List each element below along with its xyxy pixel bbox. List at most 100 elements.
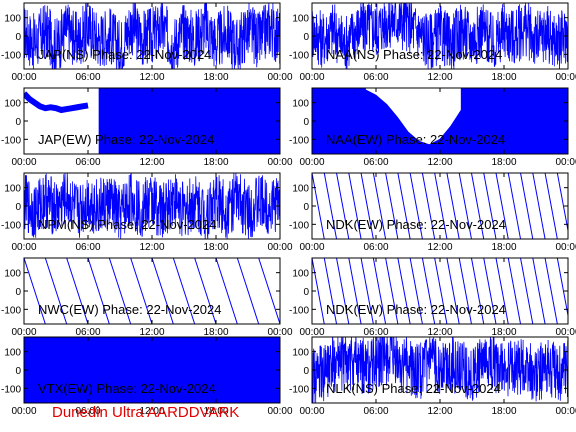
series-ramp (421, 173, 436, 239)
x-tick-label: 00:00 (299, 242, 324, 253)
y-tick-label: 100 (292, 14, 309, 25)
x-tick-label: 18:00 (203, 242, 228, 253)
x-tick-label: 00:00 (11, 327, 36, 338)
series-ramp (397, 258, 411, 324)
y-tick-label: 0 (303, 366, 309, 377)
y-tick-label: -100 (289, 50, 309, 61)
x-tick-label: 00:00 (11, 72, 36, 83)
x-tick-label: 12:00 (427, 242, 452, 253)
series-ramp (44, 258, 68, 324)
x-tick-label: 12:00 (139, 327, 164, 338)
series-ramp (24, 258, 46, 324)
x-tick-label: 00:00 (555, 157, 576, 168)
series-ramp (544, 258, 558, 324)
x-tick-label: 12:00 (427, 327, 452, 338)
x-tick-label: 12:00 (427, 406, 452, 417)
y-tick-label: 0 (15, 117, 21, 128)
series-ramp (520, 173, 534, 239)
x-tick-label: 06:00 (363, 406, 388, 417)
series-ramp (397, 173, 411, 239)
series-ramp (323, 258, 338, 324)
series-fill (24, 337, 280, 403)
plot-area (312, 88, 568, 154)
series-ramp (87, 258, 110, 324)
x-tick-label: 06:00 (75, 72, 100, 83)
series-ramp (409, 258, 423, 324)
chart-panel-8: 1000-10000:0006:0012:0018:0000:00NDK(EW)… (289, 257, 576, 338)
y-tick-label: 0 (15, 202, 21, 213)
x-tick-label: 00:00 (267, 157, 292, 168)
series-line (312, 3, 568, 69)
y-tick-label: -100 (1, 135, 21, 146)
series-line (24, 173, 280, 239)
series-ramp (446, 258, 460, 324)
series-ramp (507, 258, 522, 324)
series-ramp (360, 173, 374, 239)
series-ramp (385, 258, 399, 324)
y-tick-label: 0 (303, 202, 309, 213)
x-tick-label: 18:00 (491, 72, 516, 83)
series-ramp (348, 173, 362, 239)
series-ramp (446, 173, 460, 239)
series-ramp (236, 258, 260, 324)
series-ramp (130, 258, 153, 324)
y-tick-label: 100 (4, 14, 21, 25)
x-tick-label: 00:00 (299, 157, 324, 168)
y-tick-label: 100 (292, 99, 309, 110)
y-tick-label: 0 (15, 366, 21, 377)
chart-title: NDK(EW) Phase: 22-Nov-2024 (326, 217, 506, 232)
series-ramp (434, 173, 448, 239)
x-tick-label: 12:00 (427, 157, 452, 168)
series-ramp (520, 258, 534, 324)
plot-area (24, 258, 280, 324)
y-tick-label: -100 (289, 220, 309, 231)
x-tick-label: 12:00 (139, 406, 164, 417)
y-tick-label: 100 (4, 269, 21, 280)
series-ramp (532, 173, 546, 239)
chart-panel-6: 1000-10000:0006:0012:0018:0000:00NDK(EW)… (289, 172, 576, 253)
chart-title: NAA(EW) Phase: 22-Nov-2024 (326, 132, 505, 147)
series-ramp (434, 258, 448, 324)
x-tick-label: 06:00 (363, 327, 388, 338)
series-gap (364, 88, 462, 146)
x-tick-label: 06:00 (75, 157, 100, 168)
y-tick-label: -100 (1, 305, 21, 316)
chart-title: VTX(EW) Phase: 22-Nov-2024 (38, 381, 216, 396)
y-tick-label: -100 (1, 50, 21, 61)
x-tick-label: 00:00 (299, 72, 324, 83)
series-line (24, 91, 89, 114)
y-tick-label: 100 (4, 184, 21, 195)
x-tick-label: 00:00 (267, 327, 292, 338)
y-tick-label: 100 (292, 348, 309, 359)
x-tick-label: 18:00 (203, 72, 228, 83)
series-ramp (507, 173, 522, 239)
y-tick-label: 0 (303, 287, 309, 298)
y-tick-label: 0 (15, 32, 21, 43)
plot-area (24, 88, 280, 154)
series-ramp (151, 258, 174, 324)
x-tick-label: 00:00 (11, 242, 36, 253)
series-ramp (470, 258, 485, 324)
series-ramp (372, 173, 387, 239)
series-ramp (532, 258, 546, 324)
x-tick-label: 06:00 (75, 242, 100, 253)
series-ramp (312, 258, 325, 324)
y-tick-label: 0 (303, 32, 309, 43)
series-ramp (108, 258, 132, 324)
x-tick-label: 06:00 (363, 157, 388, 168)
chart-title: JAP(NS) Phase: 22-Nov-2024 (38, 47, 211, 62)
x-tick-label: 18:00 (491, 242, 516, 253)
plot-area (24, 3, 280, 69)
x-tick-label: 06:00 (75, 327, 100, 338)
x-tick-label: 06:00 (363, 72, 388, 83)
x-tick-label: 12:00 (139, 72, 164, 83)
x-tick-label: 00:00 (299, 327, 324, 338)
series-ramp (194, 258, 217, 324)
series-ramp (483, 173, 497, 239)
series-ramp (458, 258, 472, 324)
series-ramp (172, 258, 196, 324)
